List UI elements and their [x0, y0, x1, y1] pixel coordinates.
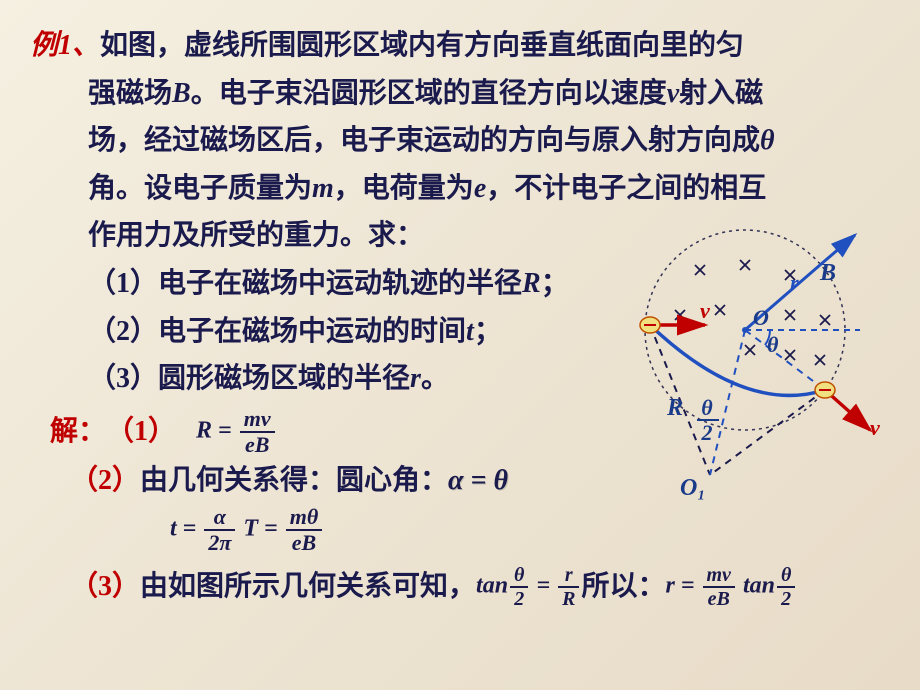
formula-tan: tanθ2 = rR — [476, 564, 581, 610]
problem-line-2: 强磁场B。电子束沿圆形区域的直径方向以速度v射入磁 — [88, 70, 890, 118]
physics-diagram: B r v O θ R v O₁ θ 2 — [595, 220, 895, 510]
solution-part-3: （3） 由如图所示几何关系可知， tanθ2 = rR 所以： r = mveB… — [30, 563, 890, 611]
part-2-text: 由几何关系得：圆心角： — [140, 457, 448, 505]
formula-t: t = α2π T = mθeB — [170, 505, 324, 555]
electron-exit — [815, 382, 835, 398]
formula-alpha: α = θ — [448, 457, 508, 505]
label-O: O — [753, 305, 769, 330]
part-3-text: 由如图所示几何关系可知， — [140, 563, 476, 611]
formula-R: R = mveB — [196, 407, 277, 457]
part-3-mid: 所以： — [581, 563, 665, 611]
formula-r: r = mveB tanθ2 — [665, 564, 797, 610]
problem-line-3: 场，经过磁场区后，电子束运动的方向与原入射方向成θ — [88, 117, 890, 165]
problem-line-4: 角。设电子质量为m，电荷量为e，不计电子之间的相互 — [88, 165, 890, 213]
solution-part-2b: t = α2π T = mθeB — [170, 505, 890, 555]
problem-line-1: 如图，虚线所围圆形区域内有方向垂直纸面向里的匀 — [100, 30, 744, 61]
label-r: r — [790, 270, 799, 295]
part-2-num: （2） — [70, 457, 140, 505]
label-R: R — [666, 395, 683, 421]
example-label: 例1、 — [30, 30, 100, 61]
electron-entry — [640, 317, 660, 333]
center-O-dot — [742, 327, 748, 333]
label-v-in: v — [700, 298, 710, 323]
label-B: B — [819, 260, 836, 286]
label-O1: O₁ — [680, 475, 706, 501]
label-theta-half: θ 2 — [697, 395, 719, 445]
part-1-num: （1） — [106, 408, 176, 456]
label-v-out: v — [870, 415, 880, 440]
svg-text:2: 2 — [701, 420, 713, 445]
solution-label: 解： — [50, 408, 106, 456]
svg-text:θ: θ — [701, 395, 713, 420]
radius-R-line-2 — [710, 390, 825, 475]
label-theta: θ — [767, 332, 779, 357]
part-3-num: （3） — [70, 563, 140, 611]
